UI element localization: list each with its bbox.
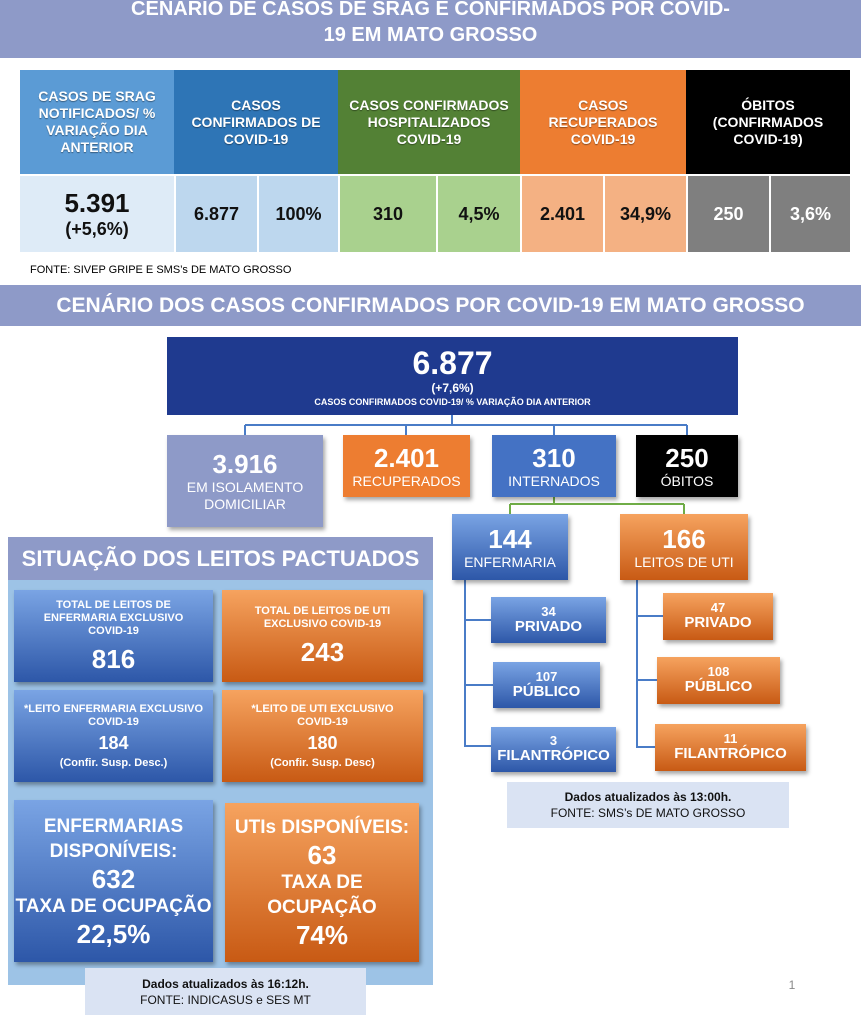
bed-note: (Confir. Susp. Desc) [270, 756, 375, 769]
table-cell: 250 [688, 176, 769, 252]
breakdown-label: INTERNADOS [508, 472, 600, 489]
note-time: Dados atualizados às 16:12h. [142, 976, 309, 991]
breakdown-label: EM ISOLAMENTO DOMICILIAR [186, 479, 304, 512]
breakdown-label: ÓBITOS [660, 472, 714, 489]
rate-value: 74% [295, 920, 349, 950]
bed-value: 184 [98, 732, 129, 753]
table-header: ÓBITOS (CONFIRMADOS COVID-19) [686, 70, 850, 174]
table-header: CASOS CONFIRMADOS DE COVID-19 [174, 70, 338, 174]
bed-value: 180 [307, 732, 338, 753]
breakdown-box: 250 ÓBITOS [636, 435, 738, 497]
table-header: CASOS RECUPERADOS COVID-19 [520, 70, 686, 174]
available-value: 632 [91, 863, 136, 894]
connector [464, 580, 493, 747]
table-cell: 34,9% [605, 176, 686, 252]
total-label: CASOS CONFIRMADOS COVID-19/ % VARIAÇÃO D… [314, 396, 591, 407]
available-label: ENFERMARIAS DISPONÍVEIS: [43, 815, 184, 862]
connector [244, 415, 688, 435]
table-cell: 4,5% [438, 176, 520, 252]
hospital-box: 144 ENFERMARIA [452, 514, 568, 580]
srag-value: 5.391 [64, 188, 130, 218]
banner-title: CENÁRIO DE CASOS DE SRAG E CONFIRMADOS P… [0, 0, 861, 58]
bed-label: *LEITO ENFERMARIA EXCLUSIVO COVID-19 [23, 702, 204, 728]
update-note: Dados atualizados às 13:00h. FONTE: SMS’… [507, 782, 789, 828]
total-change: (+7,6%) [431, 380, 474, 395]
sub-label: PRIVADO [514, 617, 583, 635]
note-source: FONTE: SMS’s DE MATO GROSSO [550, 806, 746, 820]
table-cell: 100% [259, 176, 338, 252]
sub-box: 108 PÚBLICO [657, 657, 780, 704]
sub-value: 47 [710, 600, 726, 615]
bed-label: TOTAL DE LEITOS DE ENFERMARIA EXCLUSIVO … [43, 598, 184, 637]
sub-label: FILANTRÓPICO [674, 745, 787, 762]
breakdown-value: 250 [665, 442, 709, 473]
table-source: FONTE: SIVEP GRIPE E SMS’s DE MATO GROSS… [30, 264, 292, 276]
table-cell: 3,6% [771, 176, 850, 252]
hospital-box: 166 LEITOS DE UTI [620, 514, 748, 580]
page-number: 1 [788, 978, 796, 992]
sub-value: 34 [541, 603, 556, 619]
table-cell: 6.877 [176, 176, 257, 252]
hospital-value: 144 [488, 523, 532, 554]
sub-value: 108 [707, 664, 730, 679]
sub-box: 107 PÚBLICO [493, 662, 600, 708]
breakdown-box: 2.401 RECUPERADOS [343, 435, 470, 497]
table-cell: 5.391 (+5,6%) [20, 176, 174, 252]
table-cell: 310 [340, 176, 436, 252]
connector [509, 497, 685, 514]
bed-box: TOTAL DE LEITOS DE UTI EXCLUSIVO COVID-1… [222, 590, 423, 682]
sub-value: 107 [535, 668, 558, 684]
connector [636, 580, 663, 748]
table-cell: 2.401 [522, 176, 603, 252]
note-time: Dados atualizados às 13:00h. [564, 790, 732, 804]
bed-box: TOTAL DE LEITOS DE ENFERMARIA EXCLUSIVO … [14, 590, 213, 682]
bed-box: *LEITO DE UTI EXCLUSIVO COVID-19 180 (Co… [222, 690, 423, 782]
available-value: 63 [307, 840, 337, 870]
sub-label: FILANTRÓPICO [497, 747, 610, 764]
breakdown-label: RECUPERADOS [352, 472, 461, 489]
total-value: 6.877 [412, 344, 493, 381]
bed-note: (Confir. Susp. Desc.) [59, 756, 168, 769]
breakdown-value: 3.916 [212, 449, 278, 479]
table-header: CASOS DE SRAG NOTIFICADOS/ % VARIAÇÃO DI… [20, 70, 174, 174]
sub-value: 11 [723, 731, 738, 746]
sub-box: 47 PRIVADO [663, 593, 773, 640]
available-box: UTIs DISPONÍVEIS: 63 TAXA DE OCUPAÇÃO 74… [225, 803, 419, 962]
section-title: CENÁRIO DOS CASOS CONFIRMADOS POR COVID-… [0, 285, 861, 326]
srag-change: (+5,6%) [65, 219, 129, 239]
hospital-label: LEITOS DE UTI [634, 553, 734, 570]
bed-label: *LEITO DE UTI EXCLUSIVO COVID-19 [251, 702, 394, 728]
beds-title: SITUAÇÃO DOS LEITOS PACTUADOS [8, 537, 433, 580]
breakdown-box: 3.916 EM ISOLAMENTO DOMICILIAR [167, 435, 323, 527]
breakdown-value: 2.401 [373, 442, 440, 473]
hospital-label: ENFERMARIA [464, 553, 556, 570]
rate-value: 22,5% [76, 918, 151, 949]
sub-label: PÚBLICO [684, 678, 753, 695]
table-header: CASOS CONFIRMADOS HOSPITALIZADOS COVID-1… [338, 70, 520, 174]
sub-label: PRIVADO [684, 614, 752, 631]
bed-value: 243 [300, 637, 345, 667]
note-source: FONTE: INDICASUS e SES MT [140, 992, 311, 1007]
bed-value: 816 [91, 643, 136, 674]
breakdown-value: 310 [532, 442, 576, 473]
breakdown-box: 310 INTERNADOS [492, 435, 616, 497]
bed-box: *LEITO ENFERMARIA EXCLUSIVO COVID-19 184… [14, 690, 213, 782]
hospital-value: 166 [662, 523, 706, 554]
sub-box: 3 FILANTRÓPICO [491, 727, 616, 772]
sub-label: PÚBLICO [512, 682, 581, 700]
rate-label: TAXA DE OCUPAÇÃO [267, 872, 377, 918]
total-box: 6.877 (+7,6%) CASOS CONFIRMADOS COVID-19… [167, 337, 738, 415]
available-box: ENFERMARIAS DISPONÍVEIS: 632 TAXA DE OCU… [14, 800, 213, 962]
sub-value: 3 [549, 733, 558, 748]
beds-note: Dados atualizados às 16:12h. FONTE: INDI… [85, 968, 366, 1015]
bed-label: TOTAL DE LEITOS DE UTI EXCLUSIVO COVID-1… [254, 605, 391, 630]
available-label: UTIs DISPONÍVEIS: [234, 817, 410, 838]
rate-label: TAXA DE OCUPAÇÃO [15, 895, 212, 917]
sub-box: 11 FILANTRÓPICO [655, 724, 806, 771]
sub-box: 34 PRIVADO [491, 597, 606, 643]
